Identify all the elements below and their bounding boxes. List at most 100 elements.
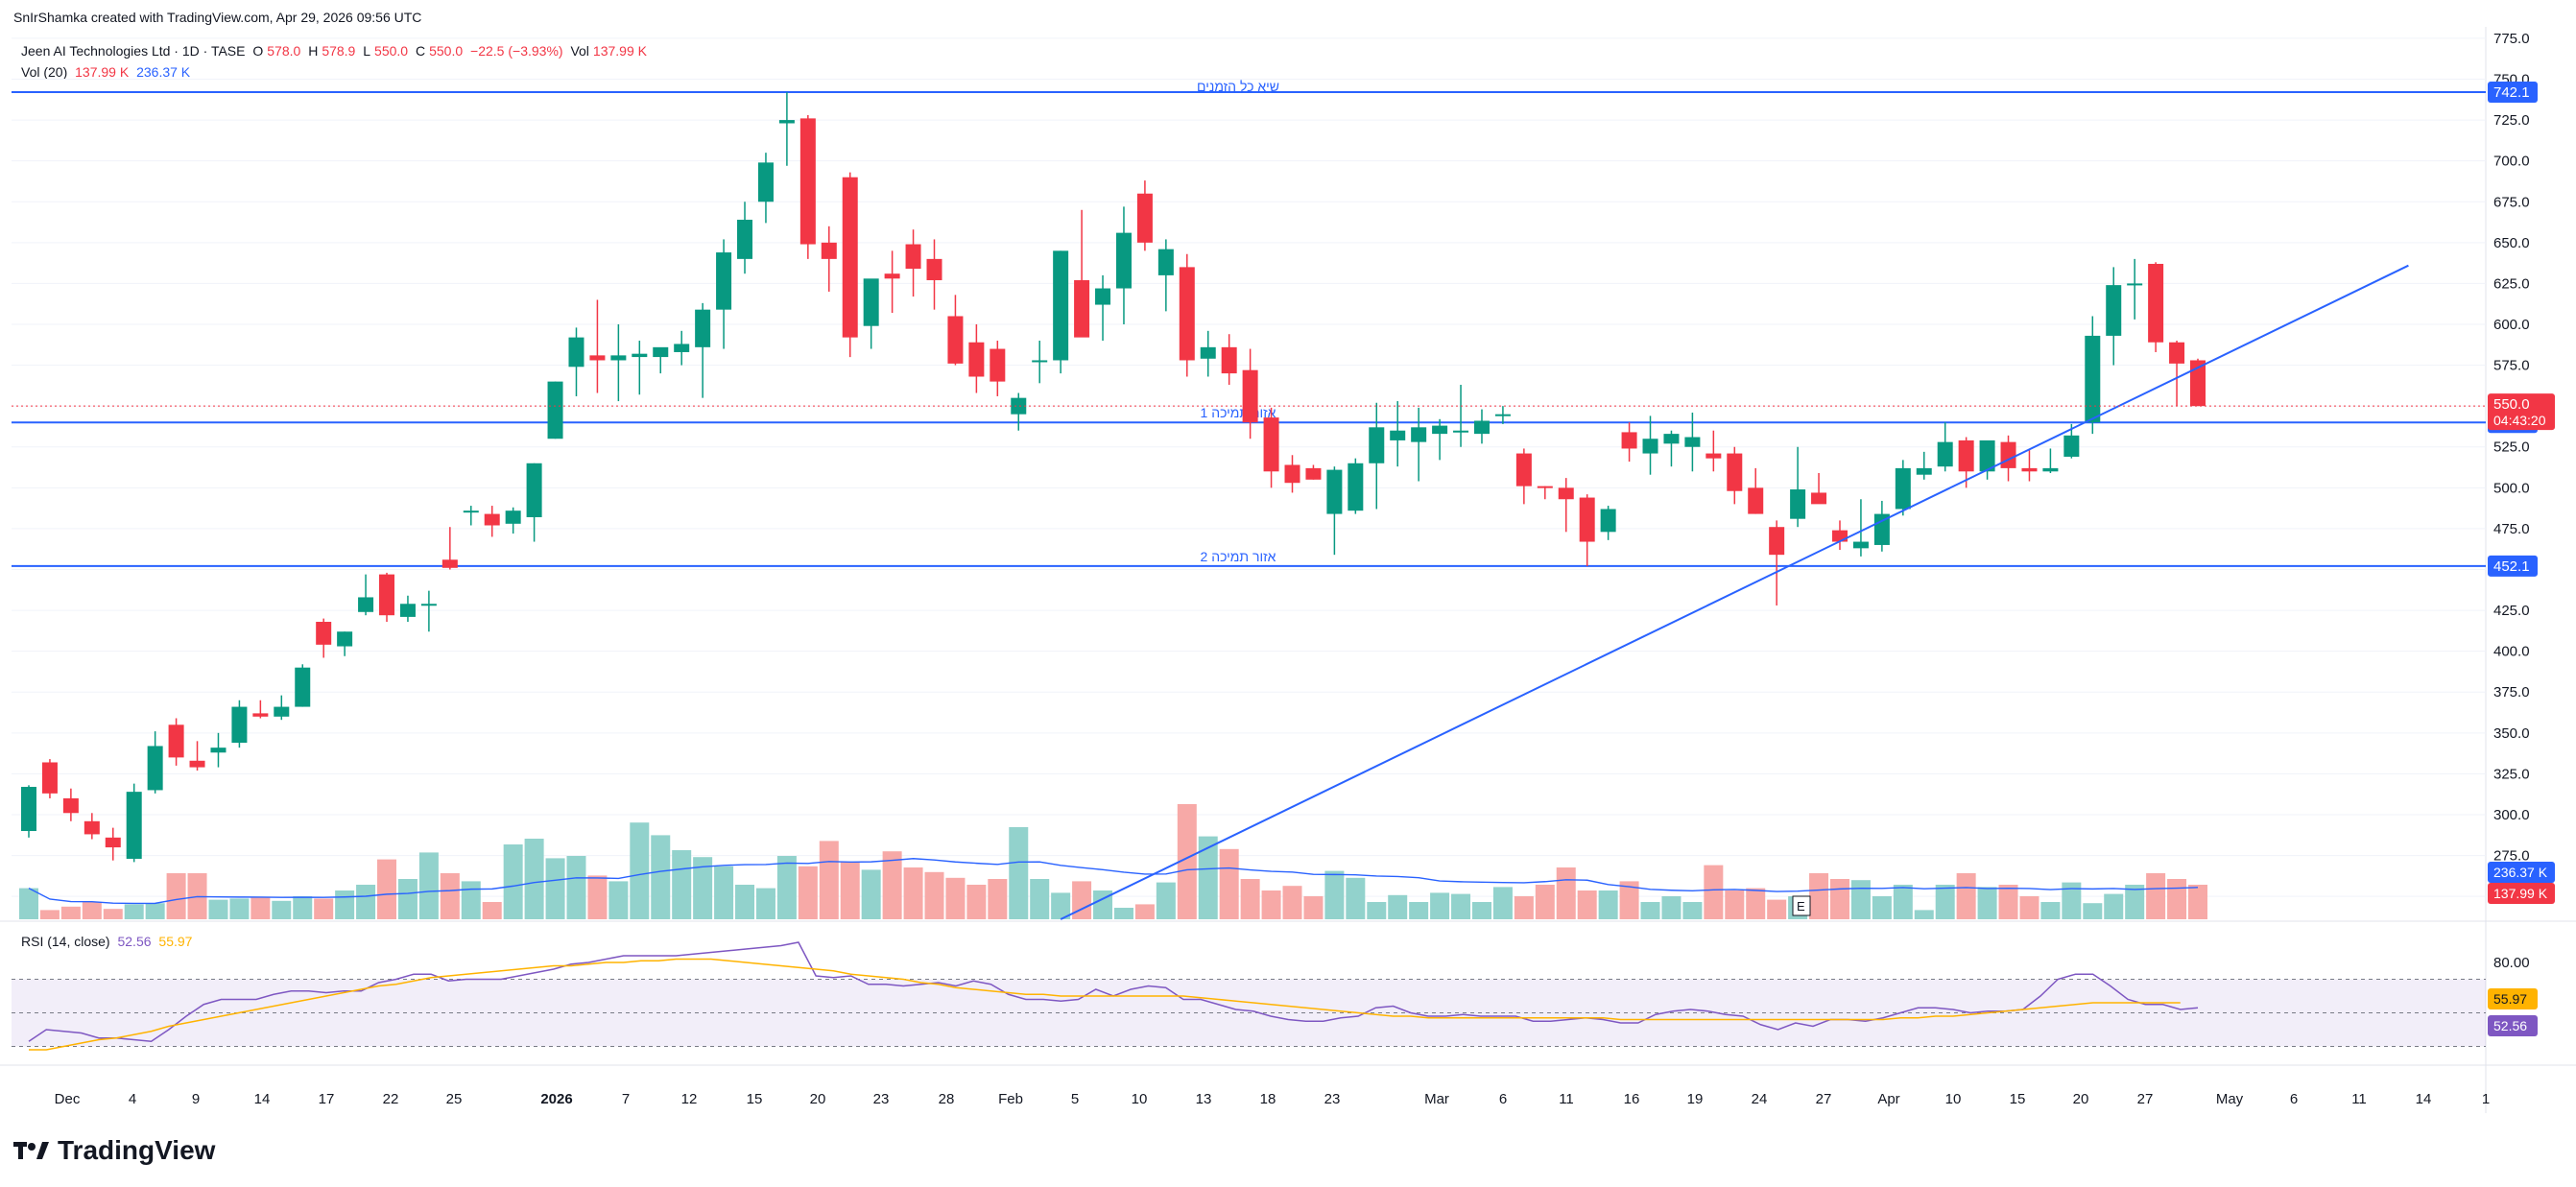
volume-legend: Vol (20) 137.99 K 236.37 K <box>21 64 194 80</box>
volume-bar <box>1535 885 1555 919</box>
y-tick-label: 725.0 <box>2493 112 2530 129</box>
volume-bars <box>19 804 2207 919</box>
candle-body <box>231 706 248 744</box>
volume-bar <box>208 899 228 919</box>
x-tick-label: 14 <box>254 1091 271 1107</box>
candle-body <box>1453 430 1469 433</box>
x-tick-label: 27 <box>2137 1091 2154 1107</box>
candle-body <box>399 604 416 617</box>
y-tick-label: 575.0 <box>2493 358 2530 374</box>
volume-bar <box>1219 848 1239 919</box>
volume-bar <box>60 906 81 919</box>
vol20-label[interactable]: Vol (20) <box>21 64 68 80</box>
volume-bar <box>1346 877 1366 919</box>
volume-bar <box>988 879 1008 919</box>
volume-bar <box>903 867 923 919</box>
y-tick-label: 775.0 <box>2493 31 2530 47</box>
candle-body <box>295 667 311 707</box>
x-tick-label: 1 <box>2482 1091 2490 1107</box>
volume-bar <box>1767 899 1787 919</box>
rsi-label[interactable]: RSI (14, close) <box>21 934 110 949</box>
candle-body <box>1390 430 1406 440</box>
candle-body <box>1748 487 1764 514</box>
candle-body <box>547 381 563 439</box>
volume-bar <box>1367 902 1387 919</box>
y-tick-label: 350.0 <box>2493 725 2530 742</box>
candle-body <box>252 713 269 717</box>
price-label-bg <box>2488 555 2538 577</box>
volume-bar <box>272 900 292 919</box>
candle-body <box>799 118 816 245</box>
candle-body <box>1473 420 1490 435</box>
high-label: H <box>308 43 319 59</box>
volume-bar <box>545 858 565 919</box>
candle-body <box>1621 432 1637 449</box>
candle-body <box>968 342 985 377</box>
volume-bar <box>1198 836 1218 919</box>
volume-ma-line <box>28 858 2199 905</box>
volume-bar <box>1113 908 1133 919</box>
candle-body <box>2106 285 2122 336</box>
candle-body <box>1684 437 1701 447</box>
candle-body <box>1074 280 1090 338</box>
low-label: L <box>363 43 371 59</box>
volume-bar <box>503 844 523 919</box>
x-tick-label: 9 <box>192 1091 200 1107</box>
volume-bar <box>1093 890 1113 919</box>
candle-body <box>821 242 837 259</box>
volume-bar <box>482 902 502 919</box>
volume-bar <box>882 851 902 919</box>
candle-body <box>842 177 858 338</box>
y-tick-label: 275.0 <box>2493 848 2530 865</box>
volume-bar <box>1303 896 1324 919</box>
candle-body <box>990 348 1006 382</box>
candle-body <box>210 748 227 753</box>
volume-bar <box>377 859 397 919</box>
volume-bar <box>861 869 881 919</box>
volume-bar <box>630 822 650 919</box>
candle-body <box>1558 487 1574 500</box>
symbol-title[interactable]: Jeen AI Technologies Ltd · 1D · TASE <box>21 43 246 59</box>
vol20-value-1: 137.99 K <box>75 64 130 80</box>
candles <box>21 92 2206 863</box>
rsi-label-bg <box>2488 1015 2538 1037</box>
volume-bar <box>1240 879 1260 919</box>
volume-bar <box>672 850 692 919</box>
x-tick-label: 11 <box>1559 1091 1574 1107</box>
y-tick-label: 400.0 <box>2493 644 2530 660</box>
x-tick-label: 22 <box>383 1091 399 1107</box>
volume-bar <box>1409 902 1429 919</box>
candle-body <box>1831 530 1848 542</box>
volume-bar <box>735 885 755 919</box>
volume-bar <box>1914 910 1934 919</box>
candle-body <box>589 355 606 361</box>
volume-bar <box>1282 886 1302 919</box>
volume-bar <box>1746 888 1766 919</box>
horizontal-line-label: אזור תמיכה 2 <box>1201 549 1276 564</box>
y-tick-label: 525.0 <box>2493 439 2530 456</box>
x-tick-label: 15 <box>747 1091 763 1107</box>
tradingview-logo[interactable]: TradingView <box>13 1135 215 1166</box>
horizontal-line-label: שיא כל הזמנים <box>1197 79 1279 94</box>
volume-bar <box>1177 804 1197 919</box>
x-tick-label: 16 <box>1624 1091 1640 1107</box>
volume-bar <box>2167 879 2187 919</box>
grid-lines <box>12 37 2486 897</box>
high-value: 578.9 <box>322 43 356 59</box>
x-tick-label: 17 <box>319 1091 335 1107</box>
candle-body <box>1221 346 1237 374</box>
x-tick-label: 11 <box>2351 1091 2367 1107</box>
close-value: 550.0 <box>429 43 464 59</box>
x-tick-label: Dec <box>55 1091 81 1107</box>
candle-body <box>947 316 964 364</box>
volume-bar <box>314 898 334 919</box>
candle-body <box>1895 467 1911 510</box>
volume-bar <box>755 888 775 919</box>
volume-bar <box>1725 890 1745 919</box>
candle-body <box>1937 441 1953 467</box>
x-tick-label: 15 <box>2010 1091 2026 1107</box>
vol20-value-2: 236.37 K <box>136 64 191 80</box>
candle-body <box>1537 486 1553 488</box>
candle-body <box>1032 360 1048 363</box>
